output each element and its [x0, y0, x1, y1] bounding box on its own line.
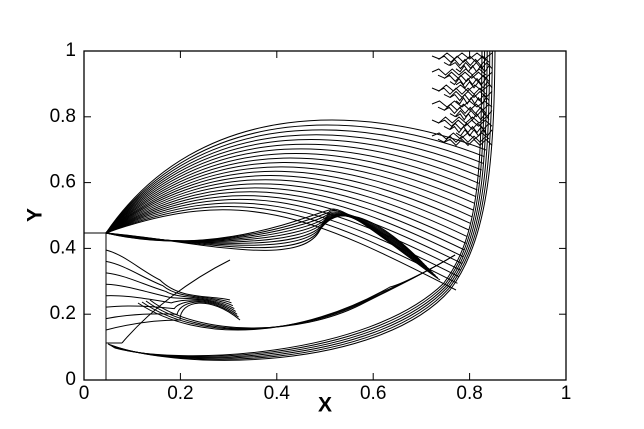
contour-line: [105, 283, 235, 310]
x-tick-label: 0.8: [456, 383, 482, 404]
contour-line: [105, 175, 470, 234]
y-tick-label: 0.2: [50, 303, 76, 324]
contour-line: [455, 64, 490, 73]
contour-line: [449, 125, 487, 134]
contour-line: [105, 179, 468, 238]
contour-line: [431, 116, 487, 124]
contour-line: [105, 191, 464, 258]
contour-line: [105, 183, 467, 244]
contour-line: [105, 249, 231, 301]
y-tick-label: 0.4: [50, 237, 77, 258]
contour-line: [105, 119, 487, 234]
contour-line: [431, 132, 490, 140]
y-tick-label: 0.6: [50, 172, 76, 193]
contour-line: [114, 50, 483, 357]
contour-line: [105, 212, 434, 274]
contour-line: [105, 209, 457, 291]
contour-line: [105, 162, 474, 234]
x-tick-label: 0.4: [264, 383, 291, 404]
contour-line: [105, 211, 436, 276]
contour-line: [105, 170, 471, 234]
contour-line: [105, 260, 232, 304]
contour-line: [455, 128, 493, 137]
contour-line: [455, 80, 493, 89]
x-tick-label: 0: [79, 383, 90, 404]
contour-line: [111, 50, 488, 358]
contour-line: [105, 139, 481, 234]
contour-line: [105, 124, 485, 234]
contour-line: [431, 68, 487, 76]
x-tick-label: 0.6: [360, 383, 386, 404]
x-tick-label: 0.2: [167, 383, 193, 404]
contour-line: [455, 96, 487, 105]
contour-line: [105, 148, 478, 234]
contour-line: [105, 300, 238, 315]
contour-line: [431, 100, 493, 108]
contour-line: [107, 50, 496, 361]
contour-line: [105, 143, 480, 234]
contour-field: [84, 50, 496, 380]
contour-line: [105, 166, 472, 234]
contour-line: [105, 129, 484, 234]
contour-line: [437, 135, 487, 143]
contour-line: [105, 198, 461, 271]
y-tick-label: 0.8: [50, 106, 76, 127]
contour-line: [109, 50, 493, 360]
contour-line: [110, 50, 491, 359]
contour-line: [105, 302, 241, 331]
contour-line: [443, 58, 487, 67]
contour-line: [105, 205, 458, 284]
y-tick-label: 1: [65, 40, 76, 61]
contour-line: [121, 259, 231, 344]
contour-line: [437, 119, 493, 127]
contour-line: [105, 157, 475, 234]
contour-line: [105, 295, 236, 312]
contour-line: [437, 55, 490, 63]
plot-frame: [83, 50, 567, 381]
contour-line: [443, 106, 487, 115]
contour-line: [105, 208, 441, 281]
x-tick-label: 1: [561, 383, 572, 404]
contour-line: [84, 232, 107, 380]
y-tick-label: 0: [65, 369, 76, 390]
x-axis-label: X: [318, 394, 332, 417]
contour-line: [449, 77, 487, 86]
contour-line: [105, 301, 239, 320]
contour-line: [455, 112, 490, 121]
contour-line: [105, 134, 482, 234]
contour-line: [105, 215, 428, 268]
contour-line: [137, 254, 456, 331]
contour-line: [105, 213, 432, 272]
contour-line: [113, 50, 486, 357]
contour-line: [443, 138, 493, 147]
y-axis-label: Y: [24, 208, 47, 222]
contour-line: [105, 195, 462, 264]
contour-line: [105, 272, 234, 307]
contour-line: [105, 152, 477, 234]
contour-line: [437, 87, 487, 95]
contour-line: [105, 187, 465, 251]
